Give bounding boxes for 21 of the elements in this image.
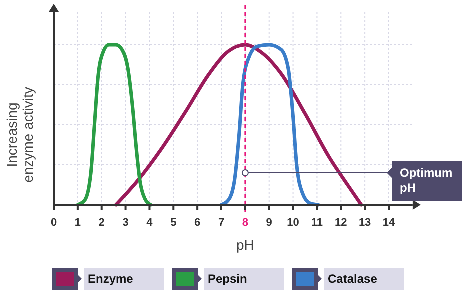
y-axis-title: Increasing enzyme activity bbox=[4, 87, 36, 183]
legend-label: Enzyme bbox=[88, 272, 134, 286]
annotation: Optimum pH bbox=[400, 166, 453, 195]
x-tick-label: 8 bbox=[242, 217, 248, 229]
x-tick-label: 5 bbox=[170, 217, 177, 229]
x-tick-label: 12 bbox=[335, 217, 348, 229]
x-axis-title: pH bbox=[236, 237, 254, 253]
legend-label: Catalase bbox=[328, 272, 378, 286]
x-tick-label: 2 bbox=[98, 217, 105, 229]
x-tick-label: 10 bbox=[287, 217, 300, 229]
x-tick-label: 11 bbox=[311, 217, 324, 229]
x-tick-label: 13 bbox=[358, 217, 372, 229]
x-tick-label: 6 bbox=[194, 217, 201, 229]
x-tick-label: 4 bbox=[146, 217, 154, 229]
legend-label: Pepsin bbox=[208, 272, 248, 286]
x-tick-label: 14 bbox=[382, 217, 396, 229]
x-tick-label: 9 bbox=[266, 217, 272, 229]
x-tick-label: 3 bbox=[122, 217, 129, 229]
x-tick-label: 1 bbox=[74, 217, 81, 229]
x-tick-label: 0 bbox=[50, 217, 58, 229]
x-tick-label: 7 bbox=[218, 217, 225, 229]
